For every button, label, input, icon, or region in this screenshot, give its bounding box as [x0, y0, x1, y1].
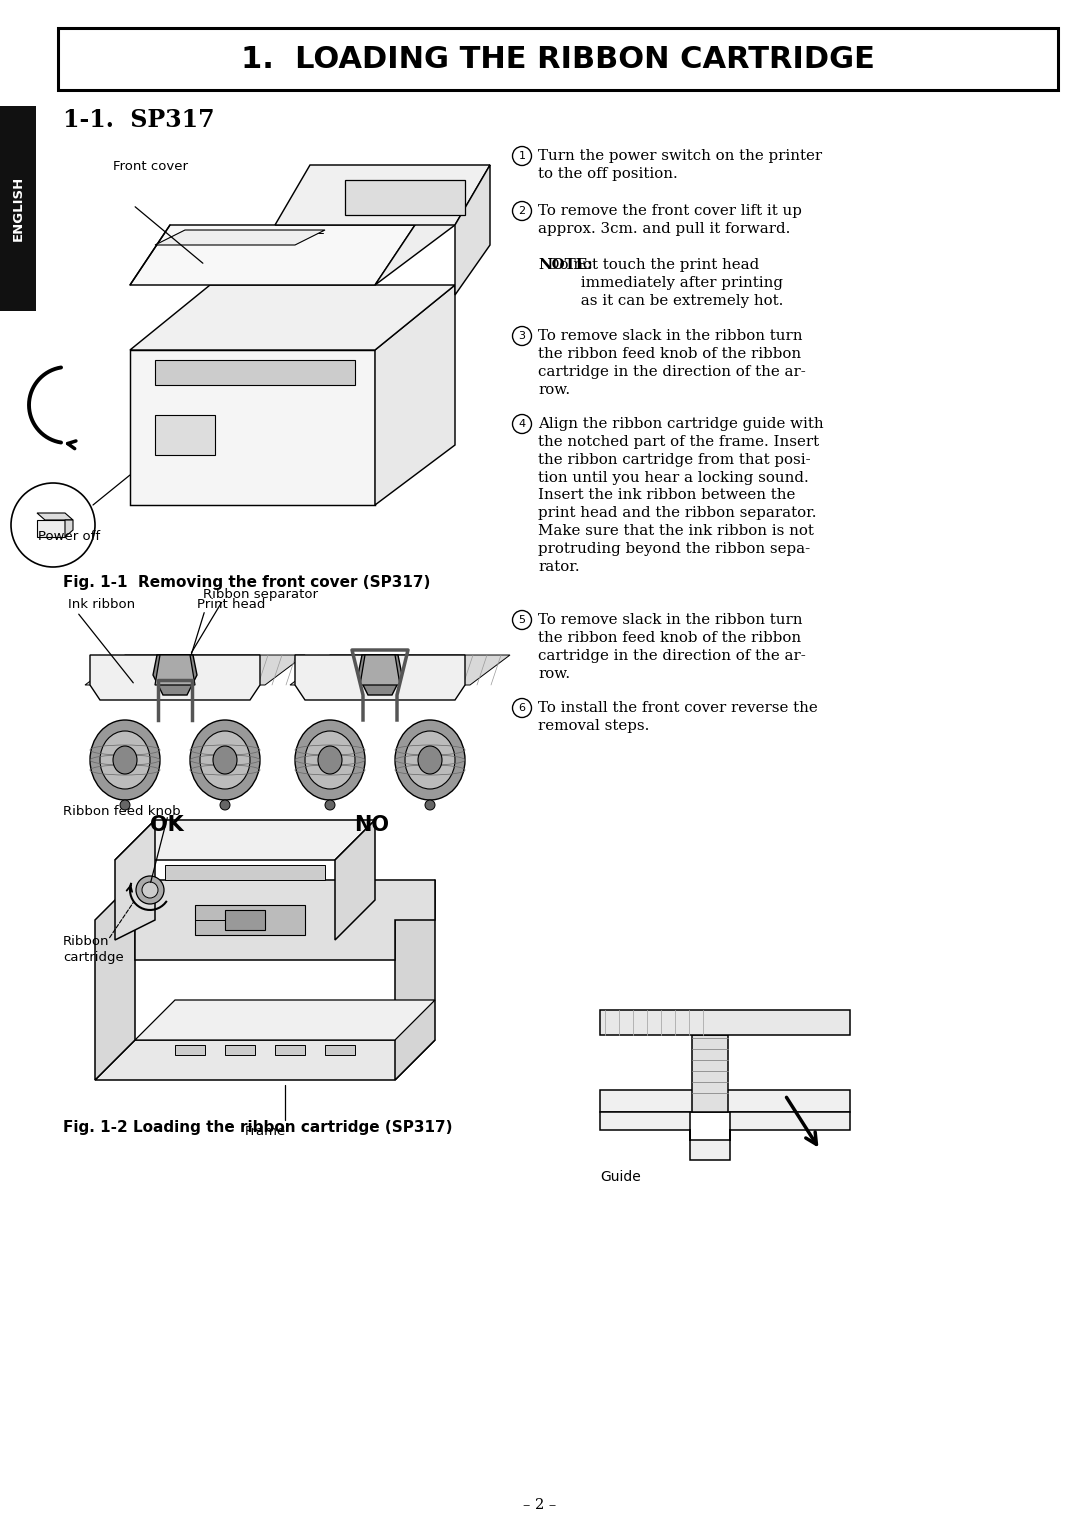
Polygon shape: [225, 1046, 255, 1055]
Ellipse shape: [305, 731, 355, 789]
Ellipse shape: [100, 731, 150, 789]
Polygon shape: [130, 225, 415, 285]
Ellipse shape: [213, 747, 237, 774]
Polygon shape: [357, 655, 402, 694]
Bar: [0, 106, 36, 311]
Ellipse shape: [190, 721, 260, 800]
Polygon shape: [600, 1010, 850, 1035]
Text: NOTE:: NOTE:: [538, 258, 593, 271]
Circle shape: [11, 483, 95, 567]
Circle shape: [325, 800, 335, 809]
Polygon shape: [395, 880, 435, 1081]
Text: Fig. 1-1  Removing the front cover (SP317): Fig. 1-1 Removing the front cover (SP317…: [63, 575, 430, 590]
Polygon shape: [295, 655, 465, 701]
Polygon shape: [360, 655, 400, 685]
Text: Power off: Power off: [38, 530, 100, 543]
Circle shape: [136, 875, 164, 904]
FancyBboxPatch shape: [58, 28, 1058, 90]
Polygon shape: [375, 285, 455, 504]
Text: Print head: Print head: [197, 598, 266, 612]
Ellipse shape: [405, 731, 455, 789]
Polygon shape: [65, 520, 73, 537]
Text: OK: OK: [150, 816, 184, 835]
Text: Ribbon feed knob: Ribbon feed knob: [63, 805, 180, 819]
Text: Fig. 1-2 Loading the ribbon cartridge (SP317): Fig. 1-2 Loading the ribbon cartridge (S…: [63, 1121, 453, 1134]
Text: Frame: Frame: [244, 1125, 285, 1137]
Text: ENGLISH: ENGLISH: [12, 175, 25, 241]
Polygon shape: [156, 655, 195, 685]
Text: Ribbon
cartridge: Ribbon cartridge: [63, 935, 124, 964]
Text: To remove slack in the ribbon turn
the ribbon feed knob of the ribbon
cartridge : To remove slack in the ribbon turn the r…: [538, 330, 806, 397]
Text: 1.  LOADING THE RIBBON CARTRIDGE: 1. LOADING THE RIBBON CARTRIDGE: [241, 44, 875, 74]
Text: – 2 –: – 2 –: [524, 1498, 556, 1512]
Text: 5: 5: [518, 615, 526, 625]
Text: 1: 1: [518, 150, 526, 161]
Text: To remove the front cover lift it up
approx. 3cm. and pull it forward.: To remove the front cover lift it up app…: [538, 204, 801, 236]
Text: 3: 3: [518, 331, 526, 340]
Polygon shape: [156, 360, 355, 385]
Polygon shape: [95, 880, 135, 1081]
Circle shape: [120, 800, 130, 809]
Polygon shape: [291, 655, 510, 685]
Polygon shape: [455, 166, 490, 294]
Text: Ribbon separator: Ribbon separator: [203, 589, 318, 601]
Text: Ink ribbon: Ink ribbon: [68, 598, 135, 612]
Text: Guide: Guide: [600, 1170, 640, 1183]
Polygon shape: [37, 520, 65, 537]
Polygon shape: [165, 865, 325, 880]
Polygon shape: [90, 655, 260, 701]
Text: Front cover: Front cover: [113, 159, 188, 173]
Ellipse shape: [418, 747, 442, 774]
Text: Turn the power switch on the printer
to the off position.: Turn the power switch on the printer to …: [538, 149, 822, 181]
Circle shape: [141, 881, 158, 898]
Ellipse shape: [318, 747, 342, 774]
Polygon shape: [325, 1046, 355, 1055]
Polygon shape: [114, 820, 156, 940]
Text: 2: 2: [518, 205, 526, 216]
Ellipse shape: [90, 721, 160, 800]
Polygon shape: [345, 179, 465, 215]
Polygon shape: [135, 880, 435, 960]
Polygon shape: [37, 514, 73, 520]
Circle shape: [220, 800, 230, 809]
Polygon shape: [195, 904, 305, 935]
Text: Do not touch the print head
         immediately after printing
         as it c: Do not touch the print head immediately …: [538, 258, 783, 308]
Ellipse shape: [113, 747, 137, 774]
Text: 4: 4: [518, 419, 526, 429]
Polygon shape: [156, 415, 215, 455]
Polygon shape: [153, 655, 197, 694]
Text: Align the ribbon cartridge guide with
the notched part of the frame. Insert
the : Align the ribbon cartridge guide with th…: [538, 417, 824, 573]
Polygon shape: [600, 1090, 850, 1111]
Ellipse shape: [295, 721, 365, 800]
Polygon shape: [130, 350, 375, 504]
Text: 1-1.  SP317: 1-1. SP317: [63, 107, 215, 132]
Text: 6: 6: [518, 704, 526, 713]
Polygon shape: [275, 166, 490, 225]
Ellipse shape: [200, 731, 249, 789]
Polygon shape: [135, 1000, 435, 1039]
Ellipse shape: [395, 721, 465, 800]
Polygon shape: [225, 911, 265, 931]
Text: To install the front cover reverse the
removal steps.: To install the front cover reverse the r…: [538, 701, 818, 733]
Circle shape: [426, 800, 435, 809]
Polygon shape: [335, 820, 375, 940]
Polygon shape: [375, 166, 490, 285]
Polygon shape: [156, 230, 325, 245]
Polygon shape: [175, 1046, 205, 1055]
Polygon shape: [692, 1035, 728, 1111]
Polygon shape: [275, 1046, 305, 1055]
Polygon shape: [600, 1111, 850, 1160]
Text: To remove slack in the ribbon turn
the ribbon feed knob of the ribbon
cartridge : To remove slack in the ribbon turn the r…: [538, 613, 806, 681]
Polygon shape: [85, 655, 305, 685]
Polygon shape: [130, 285, 455, 350]
Polygon shape: [114, 820, 375, 860]
Polygon shape: [95, 1039, 435, 1081]
Text: NO: NO: [354, 816, 390, 835]
